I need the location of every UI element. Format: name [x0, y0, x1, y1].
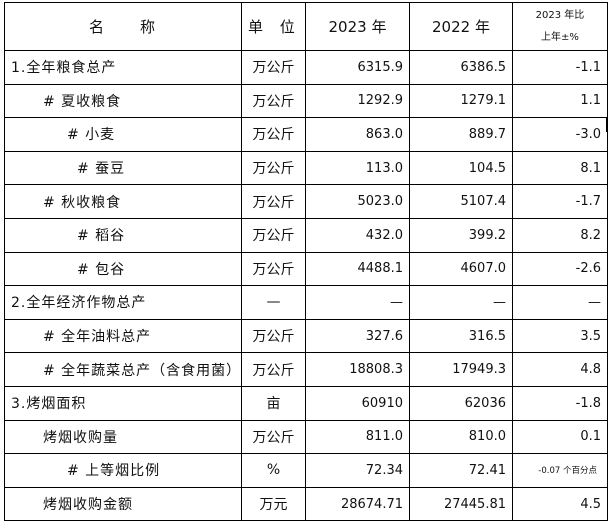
- statistics-table: 名 称 单 位 2023 年 2022 年 2023 年比 上年±% 1.全年粮…: [4, 2, 608, 522]
- row-unit: 万元: [241, 486, 306, 522]
- row-change: 8.2: [512, 217, 608, 253]
- row-unit: 亩: [241, 385, 306, 421]
- table-row: # 小麦 万公斤 863.0 889.7 -3.0: [4, 117, 608, 152]
- row-name: 烤烟收购量: [4, 419, 242, 455]
- row-unit: 万公斤: [241, 50, 306, 85]
- row-value-2023: 18808.3: [305, 352, 410, 387]
- row-name: # 全年蔬菜总产（含食用菌）: [4, 352, 242, 387]
- table-row: # 蚕豆 万公斤 113.0 104.5 8.1: [4, 150, 608, 186]
- row-value-2023: 6315.9: [305, 50, 410, 85]
- row-unit: 万公斤: [241, 83, 306, 119]
- row-name: 2.全年经济作物总产: [4, 285, 242, 320]
- row-unit: 万公斤: [241, 352, 306, 387]
- row-unit: 万公斤: [241, 251, 306, 287]
- row-value-2023: 4488.1: [305, 251, 410, 287]
- table-row: 烤烟收购量 万公斤 811.0 810.0 0.1: [4, 419, 608, 455]
- row-value-2023: 863.0: [305, 117, 410, 152]
- row-name: # 全年油料总产: [4, 318, 242, 354]
- row-value-2023: 72.34: [305, 453, 410, 488]
- row-value-2022: 5107.4: [409, 184, 513, 219]
- header-row: 名 称 单 位 2023 年 2022 年 2023 年比 上年±%: [4, 2, 608, 51]
- row-value-2023: 327.6: [305, 318, 410, 354]
- row-name: # 夏收粮食: [4, 83, 242, 119]
- row-name: # 秋收粮食: [4, 184, 242, 219]
- header-change: 2023 年比 上年±%: [512, 2, 608, 51]
- row-value-2022: 1279.1: [409, 83, 513, 119]
- row-value-2022: 72.41: [409, 453, 513, 488]
- row-unit: 万公斤: [241, 150, 306, 186]
- row-name: # 上等烟比例: [4, 453, 242, 488]
- table-row: # 包谷 万公斤 4488.1 4607.0 -2.6: [4, 251, 608, 287]
- row-value-2022: 889.7: [409, 117, 513, 152]
- row-change: -3.0: [512, 117, 608, 152]
- row-name: 1.全年粮食总产: [4, 50, 242, 85]
- header-2022: 2022 年: [409, 2, 513, 51]
- row-change: -1.8: [512, 385, 608, 421]
- header-unit: 单 位: [241, 2, 306, 51]
- table-row: # 全年蔬菜总产（含食用菌） 万公斤 18808.3 17949.3 4.8: [4, 352, 608, 387]
- row-change: 4.8: [512, 352, 608, 387]
- row-value-2022: 17949.3: [409, 352, 513, 387]
- row-value-2022: 62036: [409, 385, 513, 421]
- row-change: -0.07 个百分点: [512, 453, 608, 488]
- row-value-2023: 113.0: [305, 150, 410, 186]
- row-value-2023: 432.0: [305, 217, 410, 253]
- row-name: 烤烟收购金额: [4, 486, 242, 522]
- table-row: # 夏收粮食 万公斤 1292.9 1279.1 1.1: [4, 83, 608, 119]
- row-unit: 万公斤: [241, 318, 306, 354]
- row-value-2022: 104.5: [409, 150, 513, 186]
- header-change-line1: 2023 年比: [535, 9, 585, 21]
- table-row: # 全年油料总产 万公斤 327.6 316.5 3.5: [4, 318, 608, 354]
- row-change: 1.1: [512, 83, 608, 119]
- row-name: # 小麦: [4, 117, 242, 152]
- row-change: -1.7: [512, 184, 608, 219]
- row-name: 3.烤烟面积: [4, 385, 242, 421]
- row-unit: 万公斤: [241, 419, 306, 455]
- header-2023: 2023 年: [305, 2, 410, 51]
- table-body: 1.全年粮食总产 万公斤 6315.9 6386.5 -1.1 # 夏收粮食 万公斤 1292…: [4, 50, 608, 522]
- row-change: -1.1: [512, 50, 608, 85]
- table-row: # 秋收粮食 万公斤 5023.0 5107.4 -1.7: [4, 184, 608, 219]
- row-change: —: [512, 285, 608, 320]
- row-name: # 稻谷: [4, 217, 242, 253]
- table-row: 3.烤烟面积亩 60910 62036 -1.8: [4, 385, 608, 421]
- table-row: # 上等烟比例% 72.34 72.41 -0.07 个百分点: [4, 453, 608, 488]
- header-change-line2: 上年±%: [541, 31, 579, 43]
- row-change: 3.5: [512, 318, 608, 354]
- row-change: 4.5: [512, 486, 608, 522]
- row-value-2022: 399.2: [409, 217, 513, 253]
- row-name: # 包谷: [4, 251, 242, 287]
- row-value-2022: 4607.0: [409, 251, 513, 287]
- table-row: 1.全年粮食总产 万公斤 6315.9 6386.5 -1.1: [4, 50, 608, 85]
- row-value-2022: 316.5: [409, 318, 513, 354]
- table-row: 2.全年经济作物总产 — — — —: [4, 285, 608, 320]
- row-change: 0.1: [512, 419, 608, 455]
- row-value-2023: 811.0: [305, 419, 410, 455]
- row-change: -2.6: [512, 251, 608, 287]
- row-value-2022: 810.0: [409, 419, 513, 455]
- row-name: # 蚕豆: [4, 150, 242, 186]
- row-value-2022: 27445.81: [409, 486, 513, 522]
- row-unit: %: [241, 453, 306, 488]
- row-unit: 万公斤: [241, 217, 306, 253]
- row-value-2023: 1292.9: [305, 83, 410, 119]
- row-value-2023: —: [305, 285, 410, 320]
- row-value-2023: 28674.71: [305, 486, 410, 522]
- row-value-2023: 5023.0: [305, 184, 410, 219]
- header-name: 名 称: [4, 2, 242, 51]
- row-unit: 万公斤: [241, 117, 306, 152]
- row-value-2022: —: [409, 285, 513, 320]
- row-unit: 万公斤: [241, 184, 306, 219]
- edge-marker: [606, 118, 608, 132]
- row-value-2023: 60910: [305, 385, 410, 421]
- row-value-2022: 6386.5: [409, 50, 513, 85]
- row-unit: —: [241, 285, 306, 320]
- row-change: 8.1: [512, 150, 608, 186]
- table-row: 烤烟收购金额 万元 28674.71 27445.81 4.5: [4, 486, 608, 522]
- table-row: # 稻谷 万公斤 432.0 399.2 8.2: [4, 217, 608, 253]
